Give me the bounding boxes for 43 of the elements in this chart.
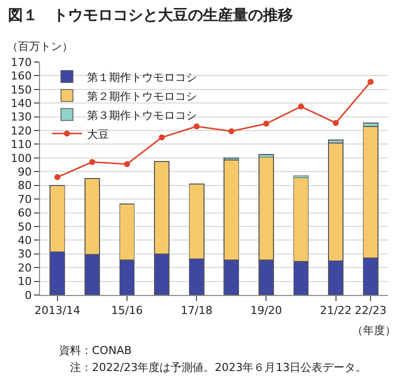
point (54, 174, 60, 180)
point (228, 128, 234, 134)
y-axis-title: （百万トン） (7, 40, 73, 53)
y-tick-label: 100 (10, 152, 32, 165)
y-tick-label: 80 (18, 179, 32, 192)
chart-title: 図１ トウモロコシと大豆の生産量の推移 (8, 6, 293, 24)
y-tick-label: 130 (10, 110, 32, 124)
y-tick-label: 20 (18, 261, 32, 274)
x-tick-label: 19/20 (250, 304, 282, 318)
y-tick-label: 30 (18, 248, 32, 261)
point (368, 78, 374, 85)
x-tick-label: 21/22 (320, 304, 352, 318)
x-tick-label: 15/16 (111, 304, 143, 318)
point (298, 104, 304, 110)
y-tick-label: 40 (18, 234, 32, 248)
point (158, 134, 165, 140)
y-tick-label: 110 (10, 138, 32, 152)
y-tick-label: 90 (18, 166, 32, 178)
y-tick-label: 170 (10, 56, 32, 69)
y-tick-label: 10 (18, 275, 32, 288)
legend-label: 第３期作トウモロコシ (86, 108, 197, 122)
x-tick-label: 22/23 (354, 304, 386, 318)
point (194, 123, 200, 130)
y-tick-label: 0 (24, 288, 32, 302)
point (263, 120, 270, 127)
legend-label: 大豆 (86, 128, 109, 141)
legend-label: 第２期作トウモロコシ (86, 90, 197, 103)
y-tick-label: 70 (18, 192, 32, 206)
text: 注：2022/23年度は予測値。2023年６月13日公表データ。 (70, 361, 367, 374)
point (89, 159, 96, 166)
x-tick-label: 2013/14 (34, 304, 80, 318)
y-tick-label: 150 (10, 83, 32, 96)
y-tick-label: 60 (18, 206, 32, 220)
y-tick-label: 140 (10, 96, 32, 110)
y-tick-label: 120 (10, 124, 32, 138)
point (124, 161, 130, 168)
y-tick-label: 160 (10, 70, 32, 83)
x-tick-label: 17/18 (180, 304, 212, 318)
point (332, 120, 339, 126)
text: 資料：CONAB (59, 344, 132, 357)
y-tick-label: 50 (18, 220, 32, 234)
x-axis-title: （年度） (352, 324, 396, 337)
legend-label: 第１期作トウモロコシ (86, 70, 197, 84)
